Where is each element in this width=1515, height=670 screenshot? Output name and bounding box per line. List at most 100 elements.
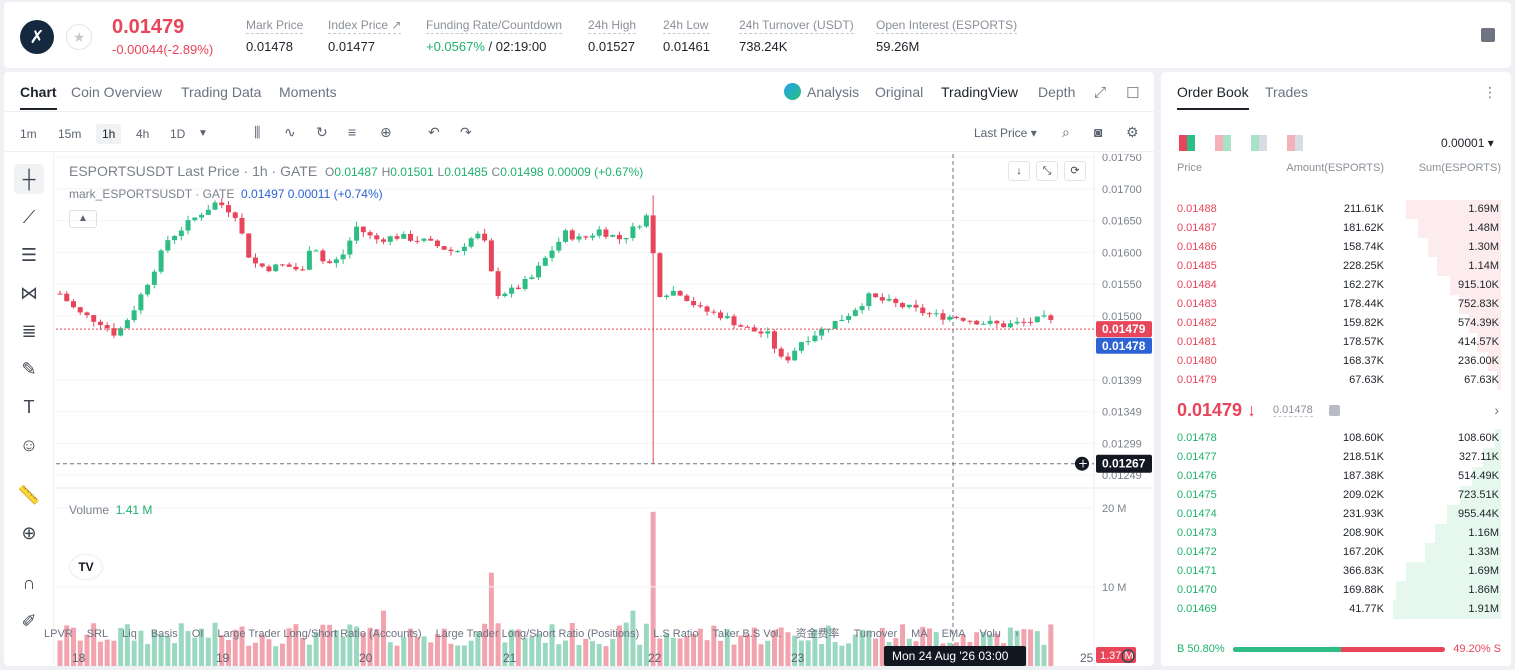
fib-icon[interactable]: ≣	[21, 321, 37, 341]
redo-icon[interactable]: ↷	[460, 124, 472, 140]
reset-icon[interactable]: ⟳	[1064, 161, 1086, 181]
bid-row[interactable]: 0.01474 231.93K 955.44K	[1161, 505, 1511, 524]
order-sum: 723.51K	[1458, 489, 1499, 501]
tab-order-book[interactable]: Order Book	[1177, 84, 1249, 110]
view-asks-icon[interactable]	[1215, 135, 1231, 151]
ask-row[interactable]: 0.01488 211.61K 1.69M	[1161, 200, 1511, 219]
magnet-icon[interactable]: ∩	[22, 573, 36, 593]
crosshair-icon[interactable]: ┼	[14, 164, 44, 194]
indicator-item[interactable]: MA	[911, 628, 928, 640]
price-chart[interactable]: 0.01750 0.01700 0.01650 0.01600 0.01550 0.015…	[56, 154, 1152, 666]
bid-row[interactable]: 0.01471 366.83K 1.69M	[1161, 562, 1511, 581]
bid-row[interactable]: 0.01469 41.77K 1.91M	[1161, 600, 1511, 619]
compare-icon[interactable]: ↻	[316, 124, 328, 140]
scroll-down-icon[interactable]: ↓	[1008, 161, 1030, 181]
collapse-icon[interactable]: ⤡	[1036, 161, 1058, 181]
ask-row[interactable]: 0.01485 228.25K 1.14M	[1161, 257, 1511, 276]
indicator-item[interactable]: Taker B.S Vol.	[712, 628, 782, 640]
tab-coin-overview[interactable]: Coin Overview	[71, 84, 163, 100]
more-icon[interactable]: ⋮	[1483, 84, 1497, 100]
tab-chart[interactable]: Chart	[20, 84, 57, 110]
tf-1d[interactable]: 1D	[170, 127, 186, 141]
price-type-select[interactable]: Last Price ▾	[974, 126, 1037, 140]
search-icon[interactable]: ⌕	[1062, 124, 1070, 140]
bid-row[interactable]: 0.01472 167.20K 1.33M	[1161, 543, 1511, 562]
order-amount: 211.61K	[1343, 203, 1384, 215]
chevron-right-icon[interactable]: ›	[1494, 402, 1499, 418]
ask-row[interactable]: 0.01486 158.74K 1.30M	[1161, 238, 1511, 257]
indicator-item[interactable]: Liq	[122, 628, 137, 640]
volume-bar	[745, 634, 751, 666]
tf-15m[interactable]: 15m	[58, 127, 82, 141]
brush-icon[interactable]: ✎	[21, 359, 37, 379]
tf-4h[interactable]: 4h	[136, 127, 150, 141]
ask-row[interactable]: 0.01479 67.63K 67.63K	[1161, 371, 1511, 390]
view-asks-only-icon[interactable]	[1287, 135, 1303, 151]
undo-icon[interactable]: ↶	[428, 124, 440, 140]
indicator-item[interactable]: Large Trader Long/Short Ratio (Positions…	[435, 628, 640, 640]
add-alert-icon[interactable]	[1075, 456, 1089, 471]
indicator-item[interactable]: 资金费率	[795, 628, 840, 640]
view-tradingview[interactable]: TradingView	[941, 84, 1019, 100]
tab-trading-data[interactable]: Trading Data	[181, 84, 262, 100]
plus-icon[interactable]: +	[1078, 457, 1088, 471]
zoom-in-icon[interactable]: ⊕	[21, 523, 37, 543]
bid-row[interactable]: 0.01477 218.51K 327.11K	[1161, 448, 1511, 467]
indicator-item[interactable]: Large Trader Long/Short Ratio (Accounts)	[217, 628, 422, 640]
indicator-item[interactable]: Volu	[979, 628, 1001, 640]
ask-row[interactable]: 0.01484 162.27K 915.10K	[1161, 276, 1511, 295]
pattern-icon[interactable]: ⋈	[20, 283, 38, 303]
analysis-icon[interactable]	[784, 83, 801, 100]
ask-row[interactable]: 0.01482 159.82K 574.39K	[1161, 314, 1511, 333]
templates-icon[interactable]: ≡	[348, 124, 357, 140]
tf-1h[interactable]: 1h	[96, 124, 122, 144]
fullscreen-icon[interactable]: ⤢	[1094, 84, 1107, 101]
bid-row[interactable]: 0.01478 108.60K 108.60K	[1161, 429, 1511, 448]
favorite-star-icon[interactable]: ★	[66, 24, 92, 50]
bid-row[interactable]: 0.01470 169.88K 1.86M	[1161, 581, 1511, 600]
view-analysis[interactable]: Analysis	[807, 84, 860, 100]
tab-moments[interactable]: Moments	[279, 84, 337, 100]
trendline-icon[interactable]: ⟋	[22, 207, 36, 227]
settings-circle-icon[interactable]	[1121, 649, 1135, 663]
precision-select[interactable]: 0.00001 ▾	[1441, 136, 1494, 150]
candle-type-icon[interactable]: ⫼	[254, 124, 261, 140]
alert-icon[interactable]: ⊕	[380, 124, 392, 140]
view-both-icon[interactable]	[1179, 135, 1195, 151]
pencil-lock-icon[interactable]: ✐	[21, 611, 37, 631]
indicator-item[interactable]: LPVR	[44, 628, 73, 640]
ruler-icon[interactable]: 📏	[17, 485, 41, 505]
indicator-item[interactable]: EMA	[941, 628, 966, 640]
ask-row[interactable]: 0.01480 168.37K 236.00K	[1161, 352, 1511, 371]
ask-row[interactable]: 0.01483 178.44K 752.83K	[1161, 295, 1511, 314]
bid-row[interactable]: 0.01476 187.38K 514.49K	[1161, 467, 1511, 486]
text-icon[interactable]: T	[23, 397, 35, 417]
volume-bar	[556, 644, 562, 666]
emoji-icon[interactable]: ☺	[19, 435, 39, 455]
order-amount: 162.27K	[1343, 279, 1384, 291]
view-bids-icon[interactable]	[1251, 135, 1267, 151]
indicator-item[interactable]: Turnover	[853, 628, 898, 640]
indicator-item[interactable]: L.S Ratio	[653, 628, 699, 640]
window-icon[interactable]: ☐	[1126, 85, 1140, 102]
indicator-item[interactable]: OI	[191, 628, 204, 640]
indicator-item[interactable]: SRL	[86, 628, 109, 640]
ask-row[interactable]: 0.01481 178.57K 414.57K	[1161, 333, 1511, 352]
horizontal-lines-icon[interactable]: ☰	[20, 245, 38, 265]
indicator-item[interactable]: Basis	[150, 628, 178, 640]
indicators-icon[interactable]: ∿	[284, 124, 296, 140]
timeframe-dropdown-icon[interactable]: ▼	[198, 128, 208, 139]
stat-index-price[interactable]: Index Price ↗ 0.01477	[328, 18, 402, 54]
view-original[interactable]: Original	[875, 84, 924, 100]
indicator-scroll-icon[interactable]: ›	[1014, 628, 1019, 640]
collapse-legend-button[interactable]: ▲	[69, 210, 97, 228]
bid-row[interactable]: 0.01475 209.02K 723.51K	[1161, 486, 1511, 505]
tab-trades[interactable]: Trades	[1265, 84, 1309, 100]
guide-book-icon[interactable]	[1481, 28, 1495, 42]
camera-icon[interactable]: ◙	[1094, 124, 1103, 140]
view-depth[interactable]: Depth	[1038, 84, 1076, 100]
ask-row[interactable]: 0.01487 181.62K 1.48M	[1161, 219, 1511, 238]
tf-1m[interactable]: 1m	[20, 127, 37, 141]
bid-row[interactable]: 0.01473 208.90K 1.16M	[1161, 524, 1511, 543]
gear-icon[interactable]: ⚙	[1126, 124, 1139, 140]
